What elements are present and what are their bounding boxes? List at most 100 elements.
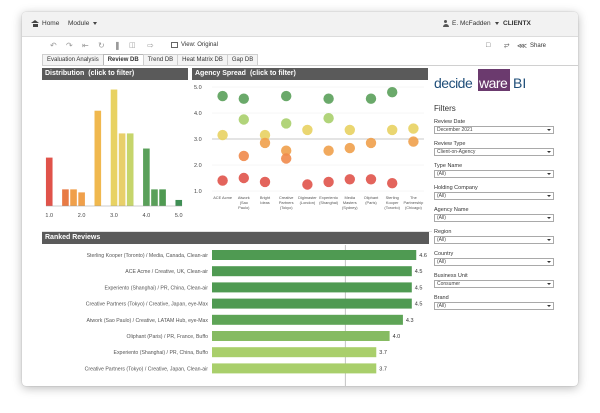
ranked-bar[interactable] <box>212 266 412 277</box>
export-arrow-icon[interactable]: ⇨ <box>147 41 154 50</box>
distribution-bar[interactable] <box>78 192 85 206</box>
comment-icon[interactable]: □ <box>486 42 491 49</box>
ranked-bar[interactable] <box>212 331 390 341</box>
filter-dropdown[interactable]: December 2021 <box>434 126 554 134</box>
distribution-chart[interactable]: 1.0 2.0 3.0 4.0 5.0 <box>42 79 186 221</box>
tab-heat-matrix-db[interactable]: Heat Matrix DB <box>177 54 228 65</box>
fullscreen-icon[interactable]: ⥂ <box>504 42 510 49</box>
x-tick-label: 1.0 <box>45 213 53 219</box>
spread-point[interactable] <box>217 90 228 102</box>
filter-list: Review Date December 2021 Review Type Clien… <box>434 119 556 310</box>
spread-point[interactable] <box>387 87 398 98</box>
section-divider <box>42 231 432 232</box>
spread-point[interactable] <box>302 179 313 190</box>
filter-dropdown[interactable]: (All) <box>434 170 554 178</box>
tab-trend-db[interactable]: Trend DB <box>142 54 179 65</box>
agency-spread-chart[interactable]: 1.0 2.0 3.0 4.0 5.0 ACE Acme Atwork (Sao Paulo) B… <box>192 79 428 229</box>
spread-point[interactable] <box>302 124 313 136</box>
spread-point[interactable] <box>281 90 292 102</box>
filter-label: Agency Name <box>434 207 469 213</box>
ranked-bar[interactable] <box>212 282 412 293</box>
chevron-down-icon <box>547 305 551 307</box>
filter-dropdown[interactable]: (All) <box>434 258 554 266</box>
ranked-label: Experiento (Shanghai) / PR, China, Clean… <box>104 285 208 291</box>
logo-text-decide: decide <box>434 75 473 91</box>
client-selector[interactable]: CLIENTX <box>503 20 531 27</box>
chevron-down-icon <box>494 22 499 25</box>
filter-dropdown[interactable]: (All) <box>434 302 554 310</box>
spread-point[interactable] <box>259 137 271 149</box>
distribution-bar[interactable] <box>126 133 134 206</box>
spread-point[interactable] <box>259 176 271 188</box>
ranked-label: Atwork (Sao Paulo) / Creative, LATAM Hub… <box>87 318 209 324</box>
distribution-bar[interactable] <box>143 148 150 206</box>
distribution-bar[interactable] <box>110 89 118 206</box>
distribution-bar[interactable] <box>70 189 77 206</box>
spread-point[interactable] <box>344 142 355 154</box>
spread-point[interactable] <box>387 124 398 136</box>
ranked-bar[interactable] <box>212 347 377 358</box>
filter-dropdown[interactable]: (All) <box>434 236 554 244</box>
spread-title: Agency Spread <box>195 70 246 77</box>
distribution-bar[interactable] <box>151 189 158 206</box>
tab-gap-db[interactable]: Gap DB <box>226 54 259 65</box>
category-label: Media Masters (Sydney) <box>342 195 358 210</box>
spread-point[interactable] <box>217 129 228 141</box>
spread-point[interactable] <box>323 176 334 188</box>
spread-point[interactable] <box>281 153 292 164</box>
spread-point[interactable] <box>217 175 228 186</box>
ranked-title: Ranked Reviews <box>45 234 101 241</box>
distribution-bar[interactable] <box>159 189 166 206</box>
filter-dropdown[interactable]: Client-on-Agency <box>434 148 554 156</box>
spread-point[interactable] <box>387 178 398 189</box>
refresh-icon[interactable]: ↻ <box>98 41 105 50</box>
ranked-value-label: 4.5 <box>415 269 423 275</box>
spread-point[interactable] <box>323 113 334 124</box>
filter-dropdown[interactable]: Consumer <box>434 280 554 288</box>
filter-label: Holding Company <box>434 185 478 191</box>
view-selector[interactable]: View: Original <box>171 42 218 48</box>
redo-icon[interactable]: ↷ <box>66 41 73 50</box>
spread-point[interactable] <box>365 174 377 185</box>
ranked-bar[interactable] <box>212 314 403 325</box>
ranked-reviews-chart[interactable]: Sterling Kooper (Toronto) / Media, Canad… <box>42 245 429 386</box>
spread-point[interactable] <box>238 114 249 125</box>
spread-point[interactable] <box>238 150 249 162</box>
distribution-bar[interactable] <box>62 189 69 206</box>
distribution-bar[interactable] <box>45 157 53 206</box>
ranked-bar[interactable] <box>212 250 417 260</box>
revert-icon[interactable]: ⇤ <box>82 41 89 50</box>
distribution-bar[interactable] <box>94 110 102 206</box>
home-button[interactable]: Home <box>31 20 59 27</box>
spread-point[interactable] <box>344 124 355 136</box>
share-button[interactable]: ⋘ Share <box>517 42 546 50</box>
spread-point[interactable] <box>365 137 377 149</box>
spread-point[interactable] <box>344 174 355 185</box>
module-menu[interactable]: Module <box>68 20 98 27</box>
spread-point[interactable] <box>323 93 334 104</box>
undo-icon[interactable]: ↶ <box>50 41 57 50</box>
spread-point[interactable] <box>281 118 292 129</box>
spread-point[interactable] <box>281 145 292 156</box>
distribution-bar[interactable] <box>118 133 126 206</box>
tab-review-db[interactable]: Review DB <box>102 54 144 65</box>
spread-point[interactable] <box>238 172 249 184</box>
spread-point[interactable] <box>323 145 334 156</box>
spread-point[interactable] <box>259 129 271 141</box>
spread-point[interactable] <box>408 123 419 134</box>
tab-evaluation-analysis[interactable]: Evaluation Analysis <box>42 54 104 65</box>
filter-dropdown[interactable]: (All) <box>434 214 554 222</box>
filter-type-name: Type Name (All) <box>434 163 556 178</box>
filter-dropdown[interactable]: (All) <box>434 192 554 200</box>
ranked-bar[interactable] <box>212 363 377 374</box>
user-menu[interactable]: E. McFadden <box>442 20 499 27</box>
ranked-bar[interactable] <box>212 298 412 309</box>
spread-point[interactable] <box>365 93 377 104</box>
spread-point[interactable] <box>408 136 419 147</box>
spread-point[interactable] <box>238 93 249 104</box>
distribution-bar[interactable] <box>175 199 183 206</box>
pause-icon[interactable]: ❚ <box>114 41 121 50</box>
filter-holding-company: Holding Company (All) <box>434 185 556 200</box>
database-icon[interactable]: ◫ <box>129 42 136 49</box>
chevron-down-icon <box>547 195 551 197</box>
